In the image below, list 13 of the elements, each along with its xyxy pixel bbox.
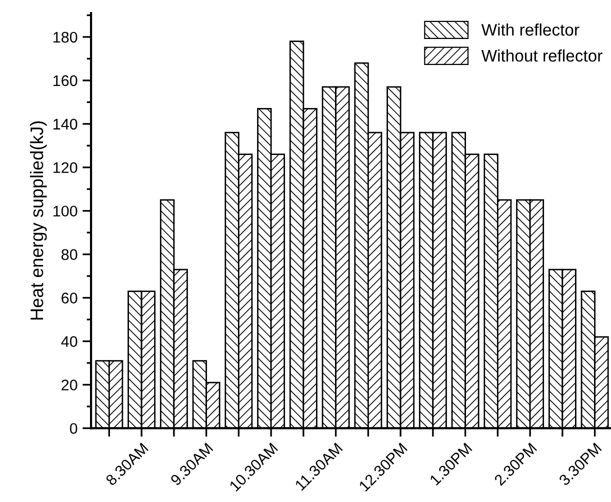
y-tick-label: 80 xyxy=(62,249,78,260)
legend-label: With reflector xyxy=(481,23,580,36)
y-tick-label: 180 xyxy=(54,32,78,43)
y-tick-label: 100 xyxy=(54,206,78,217)
y-tick-label: 40 xyxy=(61,336,78,347)
legend-label: Without reflector xyxy=(481,49,602,62)
y-tick-label: 0 xyxy=(70,423,78,434)
y-tick-label: 140 xyxy=(54,118,78,130)
y-tick-label: 60 xyxy=(62,292,78,304)
y-tick-label: 120 xyxy=(54,162,78,174)
y-axis-title: Heat energy supplied(kJ) xyxy=(30,121,47,320)
y-tick-label: 160 xyxy=(54,75,78,86)
y-tick-label: 20 xyxy=(62,380,78,390)
